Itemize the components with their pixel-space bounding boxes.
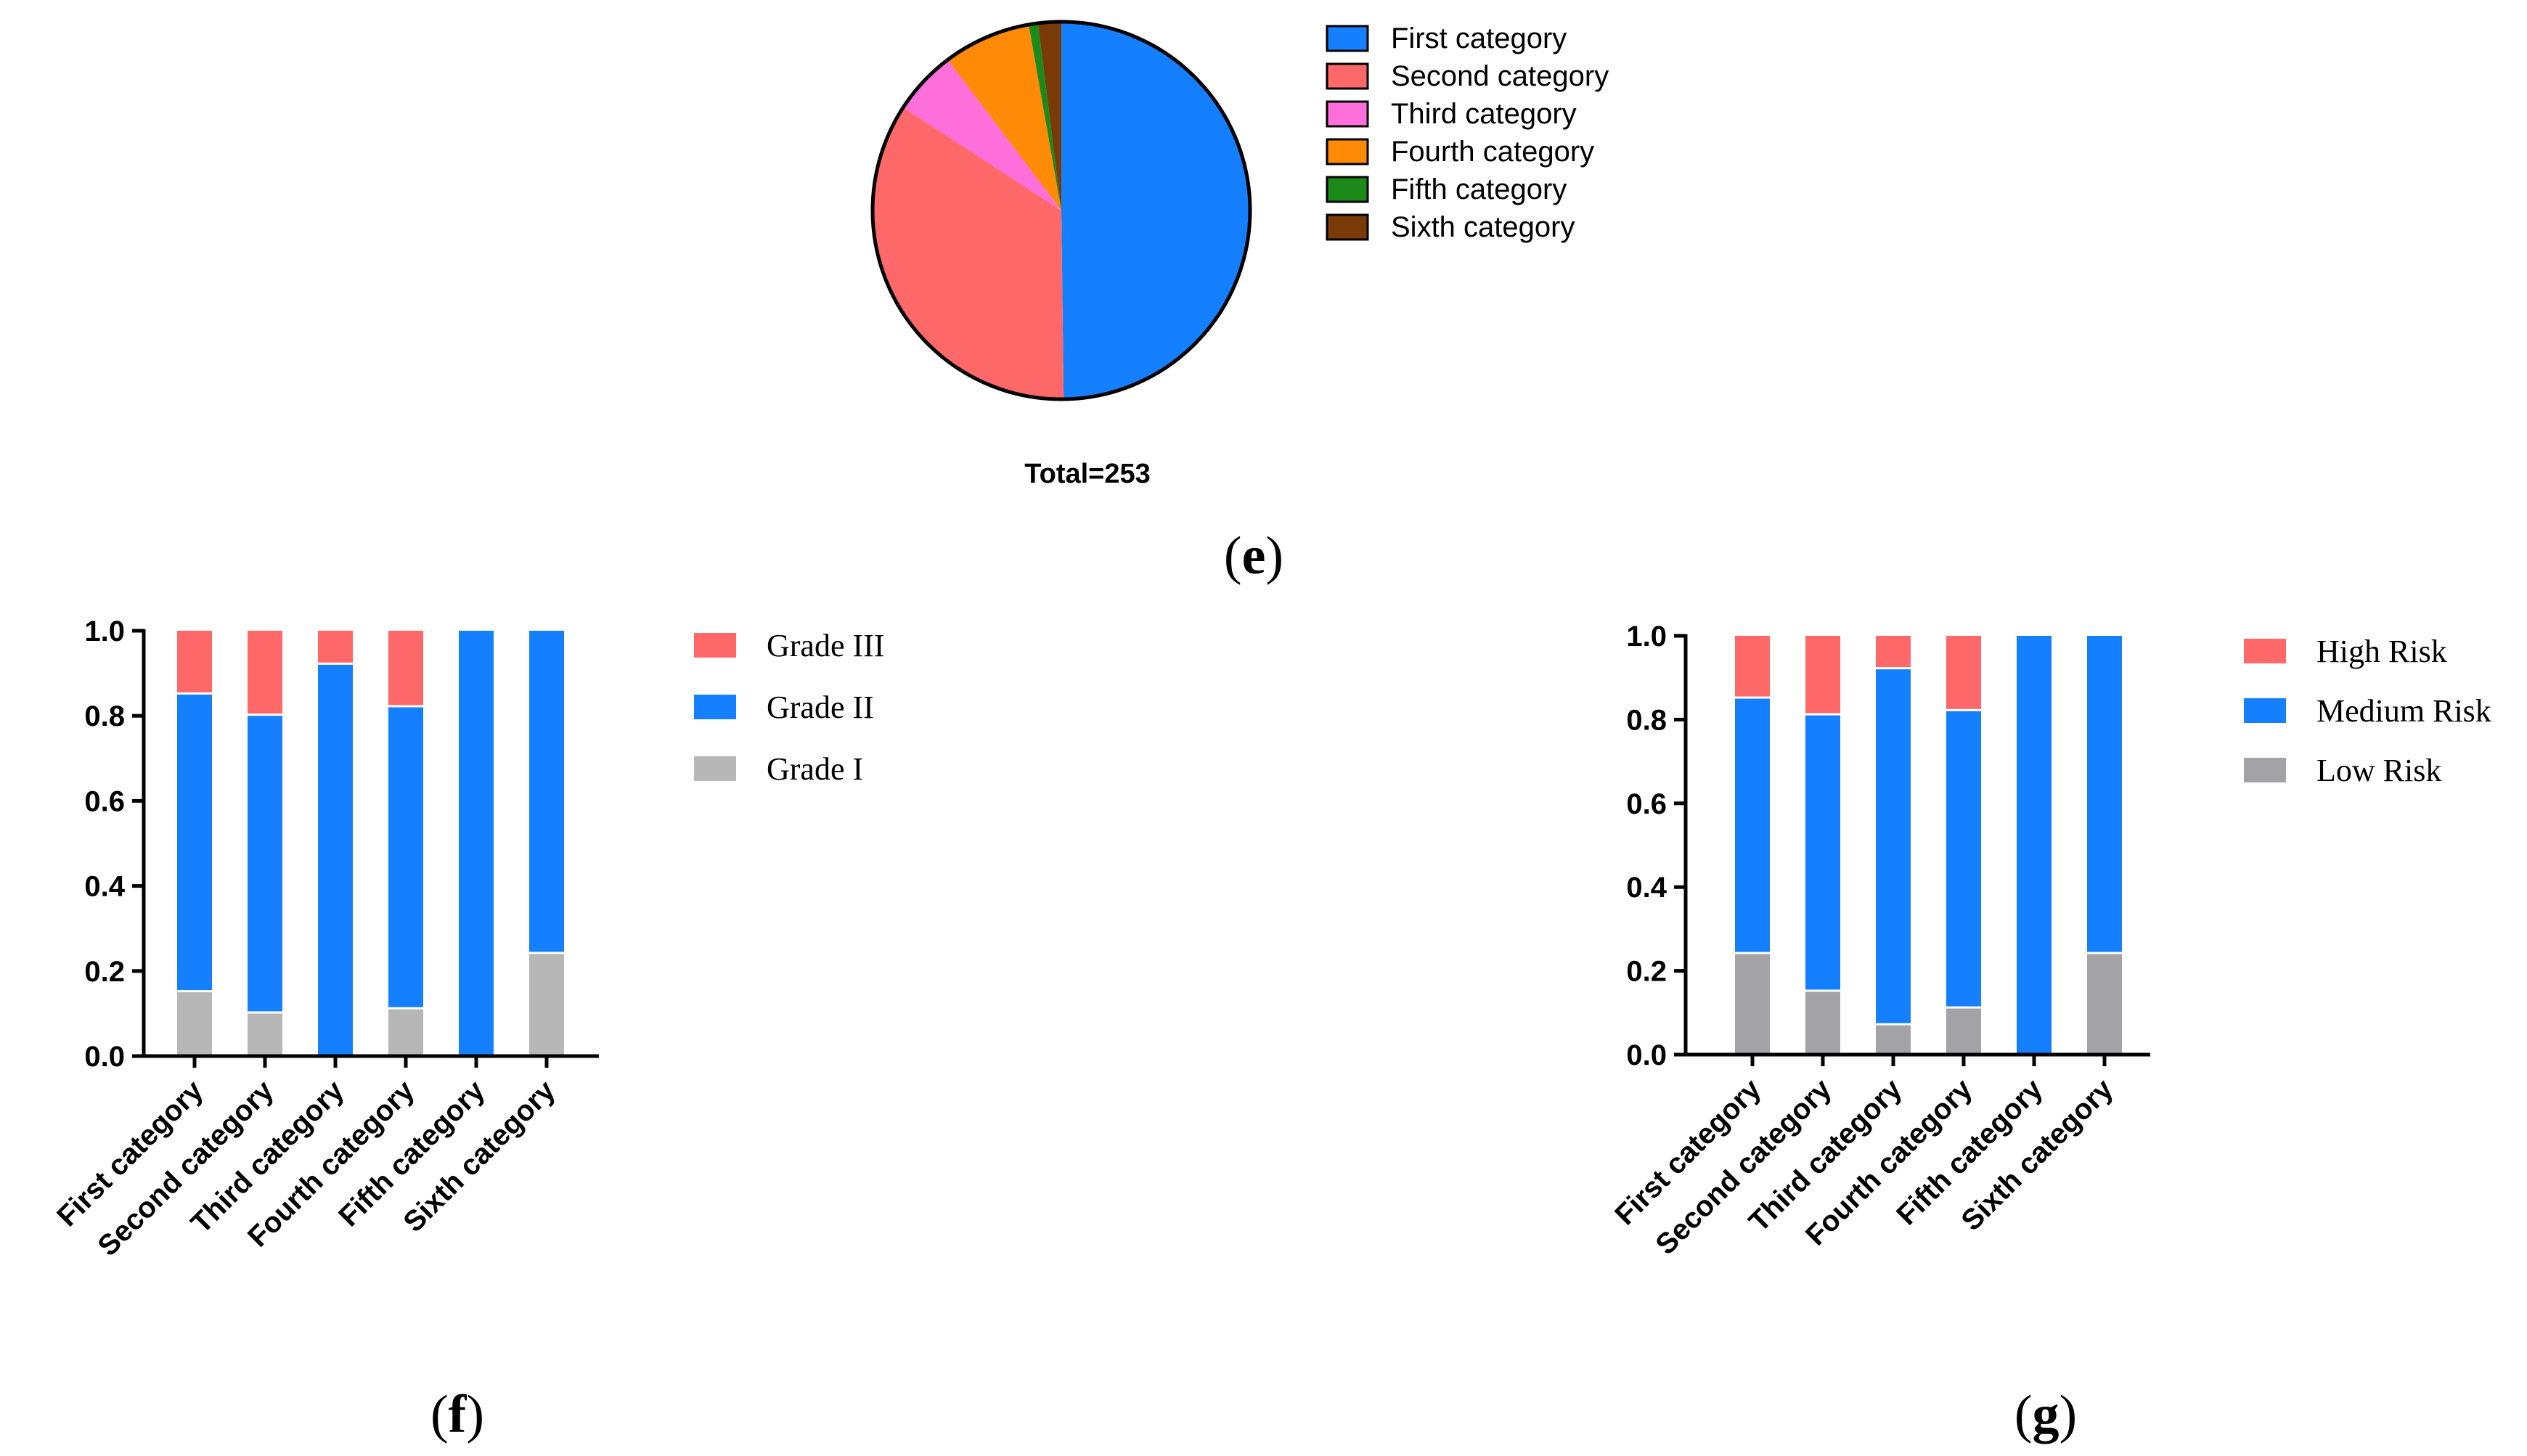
bar-fourth-category-medium-risk <box>1946 711 1981 1007</box>
pie-slice-first-category <box>1061 22 1251 399</box>
pie-legend-swatch-sixth-category <box>1326 213 1369 241</box>
pie-legend-swatch-fifth-category <box>1326 176 1369 203</box>
pie-legend-label-third-category: Third category <box>1391 98 1577 130</box>
pie-slice-sixth-category <box>1037 22 1061 210</box>
bar-fourth-category-grade-i <box>388 1009 423 1056</box>
pie-legend-label-fourth-category: Fourth category <box>1391 136 1594 168</box>
panel-label-f: (f) <box>430 1385 484 1444</box>
pie-legend-label-fifth-category: Fifth category <box>1391 173 1567 205</box>
pie-slice-fifth-category <box>1029 23 1061 211</box>
legend-swatch-grade-iii <box>694 633 736 658</box>
legend-swatch-grade-ii <box>694 695 736 719</box>
y-tick-label: 0.2 <box>1626 956 1667 988</box>
pie-legend-label-second-category: Second category <box>1391 60 1609 92</box>
bar-sixth-category-grade-i <box>529 954 564 1056</box>
pie-total-label: Total=253 <box>1024 459 1151 489</box>
bar-third-category-low-risk <box>1876 1025 1911 1055</box>
pie-slice-fourth-category <box>947 24 1061 211</box>
bar-third-category-medium-risk <box>1876 669 1911 1023</box>
y-tick-label: 0.8 <box>84 700 125 732</box>
bar-first-category-low-risk <box>1735 954 1770 1055</box>
bar-first-category-grade-ii <box>177 694 212 991</box>
bar-fifth-category-grade-ii <box>459 631 494 1056</box>
pie-slice-second-category <box>873 107 1064 399</box>
y-tick-label: 0.0 <box>84 1041 125 1073</box>
y-tick-label: 0.8 <box>1626 704 1667 736</box>
pie-legend-swatch-first-category <box>1326 25 1369 52</box>
bar-second-category-high-risk <box>1805 636 1840 713</box>
pie-outline <box>870 20 1252 401</box>
pie-slice-third-category <box>903 60 1061 211</box>
bar-sixth-category-grade-ii <box>529 631 564 952</box>
bar-sixth-category-low-risk <box>2087 954 2122 1055</box>
y-tick-label: 0.4 <box>84 871 125 903</box>
bar-second-category-grade-iii <box>248 631 282 714</box>
bar-fourth-category-grade-ii <box>388 707 423 1007</box>
legend-label-grade-ii: Grade II <box>767 690 874 725</box>
y-tick-label: 0.2 <box>84 956 125 988</box>
bar-second-category-grade-i <box>248 1013 282 1056</box>
bar-third-category-grade-iii <box>318 631 353 663</box>
legend-swatch-high-risk <box>2244 639 2286 663</box>
bar-fourth-category-high-risk <box>1946 636 1981 709</box>
legend-swatch-medium-risk <box>2244 698 2286 723</box>
bar-fourth-category-grade-iii <box>388 631 423 705</box>
bar-first-category-medium-risk <box>1735 698 1770 952</box>
legend-label-low-risk: Low Risk <box>2316 753 2441 788</box>
panel-label-g: (g) <box>2014 1385 2077 1444</box>
y-tick-label: 1.0 <box>84 615 125 647</box>
bar-third-category-grade-ii <box>318 664 353 1056</box>
bar-second-category-low-risk <box>1805 991 1840 1055</box>
bar-first-category-grade-iii <box>177 631 212 692</box>
bar-fifth-category-medium-risk <box>2017 636 2052 1055</box>
legend-swatch-grade-i <box>694 756 736 781</box>
legend-swatch-low-risk <box>2244 758 2286 782</box>
bar-first-category-high-risk <box>1735 636 1770 697</box>
y-tick-label: 0.0 <box>1626 1039 1667 1071</box>
pie-legend-swatch-third-category <box>1326 100 1369 128</box>
panel-label-e: (e) <box>1224 526 1283 586</box>
legend-label-high-risk: High Risk <box>2316 634 2447 669</box>
legend-label-grade-iii: Grade III <box>767 628 884 663</box>
y-tick-label: 0.6 <box>84 785 125 817</box>
pie-chart-e <box>870 20 1252 401</box>
bar-third-category-high-risk <box>1876 636 1911 668</box>
y-tick-label: 0.4 <box>1626 872 1667 904</box>
y-tick-label: 0.6 <box>1626 788 1667 820</box>
y-tick-label: 1.0 <box>1626 621 1667 653</box>
pie-legend-label-sixth-category: Sixth category <box>1391 211 1575 243</box>
bar-second-category-grade-ii <box>248 716 282 1012</box>
bar-fourth-category-low-risk <box>1946 1008 1981 1055</box>
bar-second-category-medium-risk <box>1805 715 1840 990</box>
bar-sixth-category-medium-risk <box>2087 636 2122 952</box>
bar-first-category-grade-i <box>177 992 212 1056</box>
pie-legend-swatch-fourth-category <box>1326 138 1369 165</box>
pie-legend-swatch-second-category <box>1326 62 1369 90</box>
pie-legend: First category Second category Third categ… <box>1326 23 1609 243</box>
legend-label-grade-i: Grade I <box>767 751 863 787</box>
pie-legend-label-first-category: First category <box>1391 23 1567 54</box>
legend-label-medium-risk: Medium Risk <box>2316 693 2491 729</box>
